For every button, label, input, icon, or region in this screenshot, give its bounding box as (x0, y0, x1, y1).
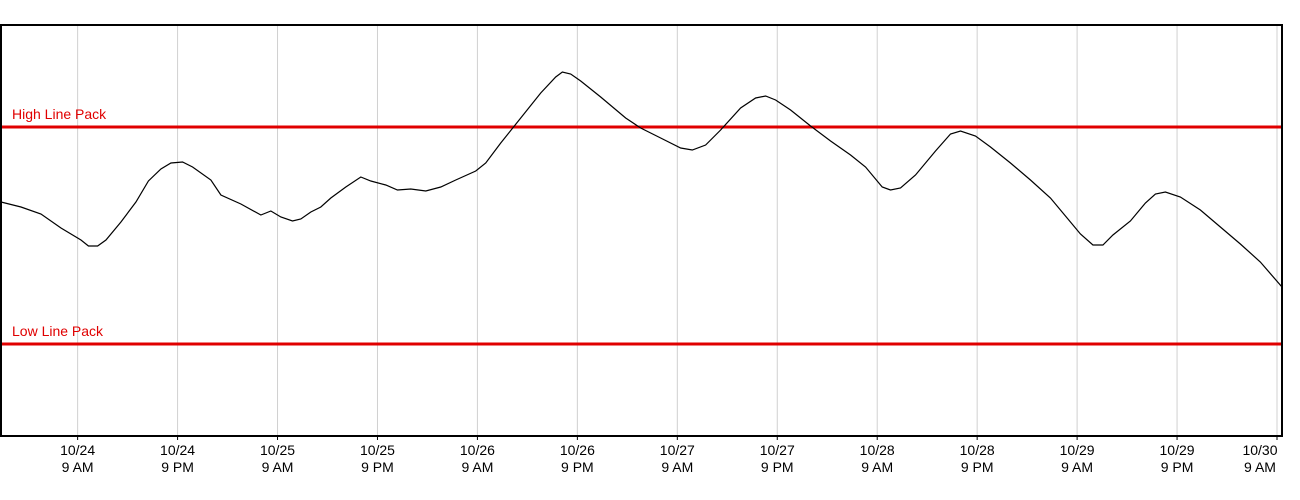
x-tick-label: 10/26 9 AM (459, 442, 495, 475)
x-tick-label: 10/30 9 AM (1242, 442, 1278, 475)
x-tick-label: 10/28 9 PM (959, 442, 995, 475)
x-tick-label: 10/28 9 AM (859, 442, 895, 475)
x-tick-label: 10/26 9 PM (559, 442, 595, 475)
plot-frame (0, 24, 1283, 437)
x-tick-label: 10/25 9 PM (359, 442, 395, 475)
x-tick-label: 10/29 9 PM (1159, 442, 1195, 475)
reference-label: Low Line Pack (12, 323, 104, 339)
reference-label: High Line Pack (12, 106, 107, 122)
x-tick-label: 10/27 9 PM (759, 442, 795, 475)
x-tick-label: 10/25 9 AM (259, 442, 296, 475)
x-tick-label: 10/24 9 AM (60, 442, 96, 475)
x-tick-label: 10/29 9 AM (1059, 442, 1095, 475)
data-line (0, 71, 1283, 288)
x-tick-label: 10/24 9 PM (160, 442, 196, 475)
plot: High Line Pack Low Line Pack (0, 24, 1283, 440)
x-tick-label: 10/27 9 AM (659, 442, 695, 475)
